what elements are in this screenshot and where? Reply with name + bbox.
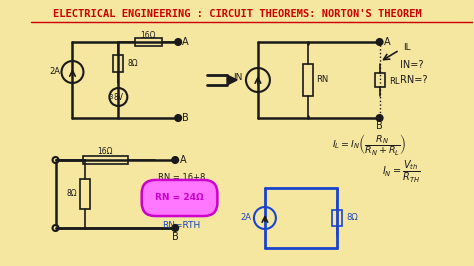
Bar (374, 73, 384, 87)
Bar (83, 156, 128, 164)
Text: A: A (182, 37, 189, 47)
Text: 3: 3 (108, 94, 113, 100)
Bar (113, 55, 123, 72)
Bar (81, 179, 91, 209)
Text: RL: RL (390, 77, 400, 86)
Text: $I_L = I_N\left(\dfrac{R_N}{R_N+R_L}\right)$: $I_L = I_N\left(\dfrac{R_N}{R_N+R_L}\rig… (332, 132, 406, 157)
Polygon shape (227, 75, 237, 85)
Text: 8Ω: 8Ω (346, 214, 358, 222)
Text: $I_N = \dfrac{V_{th}}{R_{TH}}$: $I_N = \dfrac{V_{th}}{R_{TH}}$ (382, 158, 420, 185)
Text: A: A (384, 37, 391, 47)
Text: ELECTRICAL ENGINEERING : CIRCUIT THEOREMS: NORTON'S THEOREM: ELECTRICAL ENGINEERING : CIRCUIT THEOREM… (53, 9, 421, 19)
Bar (332, 210, 342, 226)
Text: RN=RTH: RN=RTH (162, 221, 201, 230)
Text: RN: RN (316, 76, 328, 85)
Circle shape (172, 157, 178, 163)
Text: B: B (376, 121, 383, 131)
Text: 8V: 8V (113, 93, 123, 102)
Text: 2A: 2A (240, 214, 251, 222)
Circle shape (175, 39, 181, 45)
Text: 8Ω: 8Ω (128, 59, 138, 68)
Text: RN=?: RN=? (400, 75, 427, 85)
Circle shape (172, 225, 178, 231)
Text: IN=?: IN=? (400, 60, 423, 70)
Text: 16Ω: 16Ω (98, 148, 113, 156)
Text: A: A (180, 155, 186, 165)
Circle shape (175, 115, 181, 121)
Text: RN = 24Ω: RN = 24Ω (155, 193, 204, 202)
Bar (303, 64, 313, 96)
Circle shape (376, 115, 383, 121)
Text: B: B (182, 113, 189, 123)
Text: 16Ω: 16Ω (140, 31, 156, 39)
Text: RN = 16+8: RN = 16+8 (158, 173, 206, 182)
Text: IN: IN (234, 73, 243, 82)
Text: B: B (172, 232, 179, 242)
Text: 2A: 2A (49, 68, 61, 77)
Circle shape (376, 39, 383, 45)
Text: 8Ω: 8Ω (67, 189, 77, 198)
Text: IL: IL (403, 44, 411, 52)
Bar (135, 38, 162, 46)
